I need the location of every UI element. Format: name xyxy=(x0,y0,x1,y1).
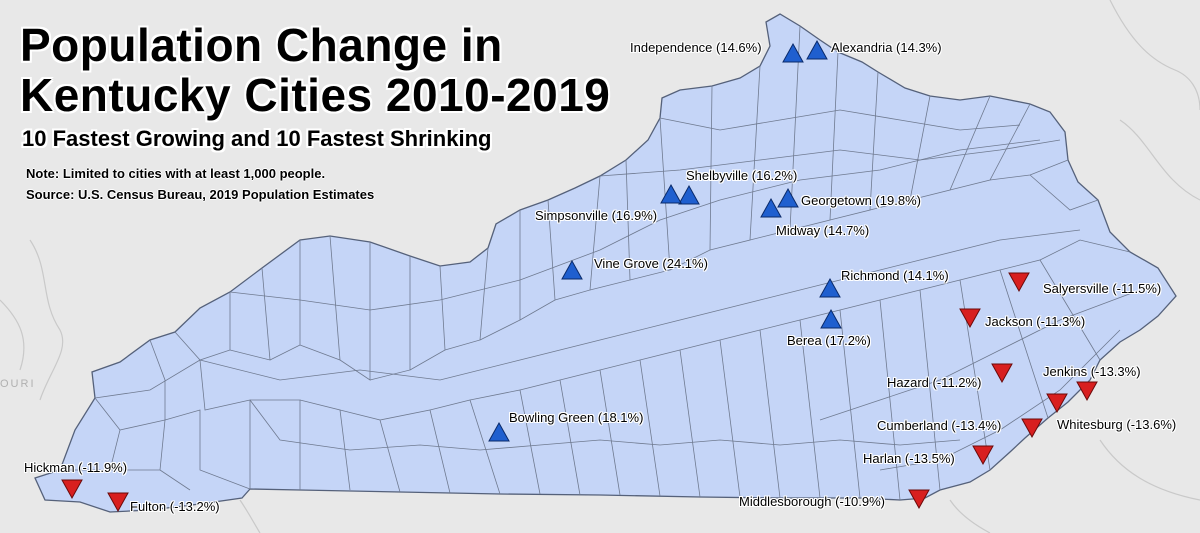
map-title-line2: Kentucky Cities 2010-2019 xyxy=(20,69,611,121)
growing-city-marker-georgetown xyxy=(777,187,799,208)
shrinking-city-marker-middlesborough xyxy=(908,489,930,510)
city-label-vine-grove: Vine Grove (24.1%) xyxy=(594,256,708,271)
city-label-alexandria: Alexandria (14.3%) xyxy=(831,40,942,55)
city-label-whitesburg: Whitesburg (-13.6%) xyxy=(1057,417,1177,432)
shrinking-city-marker-fulton xyxy=(107,492,129,513)
growing-city-marker-berea xyxy=(820,308,842,329)
county-lines xyxy=(60,25,1141,501)
city-label-hickman: Hickman (-11.9%) xyxy=(24,460,128,475)
city-label-harlan: Harlan (-13.5%) xyxy=(863,451,955,466)
city-label-hazard: Hazard (-11.2%) xyxy=(887,375,982,390)
source-text: Source: U.S. Census Bureau, 2019 Populat… xyxy=(26,187,375,202)
background-place-label: OURI xyxy=(0,378,36,390)
shrinking-city-marker-salyersville xyxy=(1008,272,1030,293)
city-markers xyxy=(61,39,1098,513)
growing-city-marker-shelbyville xyxy=(678,184,700,205)
city-label-cumberland: Cumberland (-13.4%) xyxy=(877,418,1002,433)
growing-city-marker-richmond xyxy=(819,277,841,298)
city-label-georgetown: Georgetown (19.8%) xyxy=(801,193,921,208)
city-label-independence: Independence (14.6%) xyxy=(630,40,762,55)
city-label-jenkins: Jenkins (-13.3%) xyxy=(1043,364,1141,379)
growing-city-marker-vine-grove xyxy=(561,259,583,280)
kentucky-state-shape xyxy=(34,13,1177,513)
city-label-simpsonville: Simpsonville (16.9%) xyxy=(535,208,658,223)
note-text: Note: Limited to cities with at least 1,… xyxy=(26,166,326,181)
map-title-line1: Population Change in xyxy=(20,19,503,71)
city-label-bowling-green: Bowling Green (18.1%) xyxy=(509,410,644,425)
growing-city-marker-bowling-green xyxy=(488,421,510,442)
map-subtitle: 10 Fastest Growing and 10 Fastest Shrink… xyxy=(22,126,492,151)
city-label-midway: Midway (14.7%) xyxy=(776,223,870,238)
city-label-jackson: Jackson (-11.3%) xyxy=(985,314,1086,329)
city-label-middlesborough: Middlesborough (-10.9%) xyxy=(739,494,885,509)
shrinking-city-marker-hazard xyxy=(991,363,1013,384)
shrinking-city-marker-cumberland xyxy=(1021,418,1043,439)
growing-city-marker-simpsonville xyxy=(660,183,682,204)
city-label-shelbyville: Shelbyville (16.2%) xyxy=(686,168,798,183)
city-label-salyersville: Salyersville (-11.5%) xyxy=(1043,281,1162,296)
growing-city-marker-independence xyxy=(782,42,804,63)
city-label-fulton: Fulton (-13.2%) xyxy=(130,499,220,514)
city-label-richmond: Richmond (14.1%) xyxy=(841,268,949,283)
city-label-berea: Berea (17.2%) xyxy=(787,333,871,348)
shrinking-city-marker-whitesburg xyxy=(1046,393,1068,414)
growing-city-marker-alexandria xyxy=(806,39,828,60)
shrinking-city-marker-hickman xyxy=(61,479,83,500)
shrinking-city-marker-harlan xyxy=(972,445,994,466)
shrinking-city-marker-jenkins xyxy=(1076,381,1098,402)
shrinking-city-marker-jackson xyxy=(959,308,981,329)
growing-city-marker-midway xyxy=(760,197,782,218)
